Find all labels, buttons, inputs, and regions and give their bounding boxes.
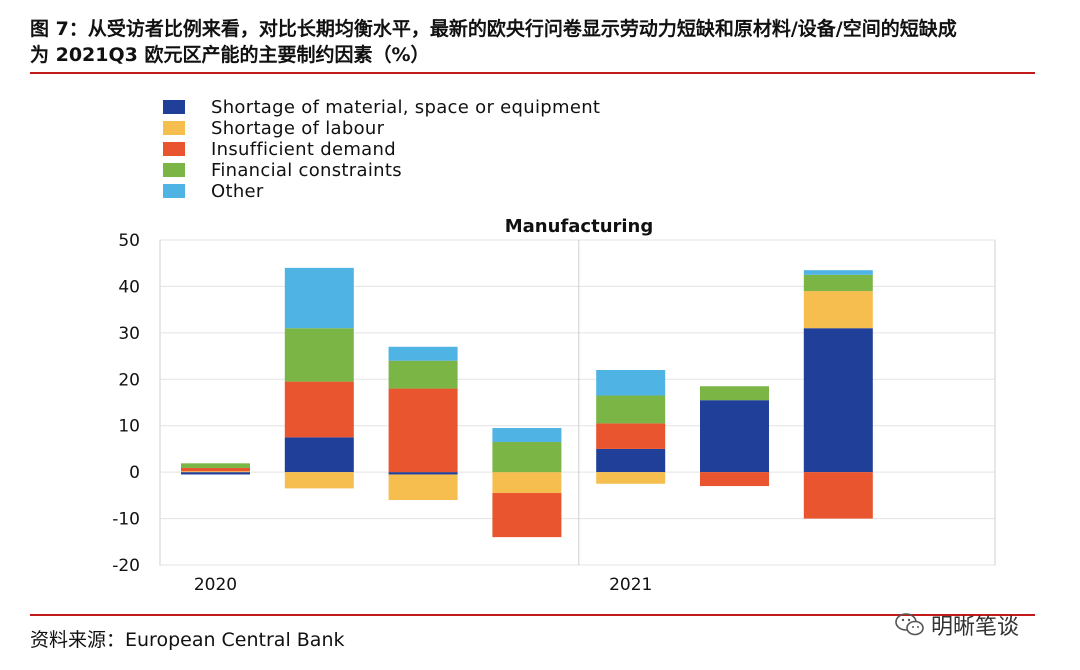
legend: Shortage of material, space or equipment…: [163, 97, 600, 202]
legend-swatch-financial-constraints: [163, 163, 185, 177]
bar-insufficient-demand-3: [388, 388, 458, 473]
legend-label-shortage-of-labour: Shortage of labour: [211, 118, 385, 139]
bar-shortage-of-material-space-or-equipment-1: [181, 472, 250, 475]
source-divider: [30, 614, 1035, 616]
chart-title: Manufacturing: [505, 216, 654, 237]
caption-divider: [30, 72, 1035, 74]
bar-shortage-of-material-space-or-equipment-6: [700, 400, 769, 473]
bar-other-7: [803, 270, 873, 275]
bar-insufficient-demand-2: [284, 381, 354, 438]
y-tick-label: -10: [112, 510, 140, 530]
bar-insufficient-demand-1: [181, 467, 250, 472]
bar-financial-constraints-5: [596, 395, 666, 424]
chart: Shortage of material, space or equipment…: [112, 97, 996, 595]
bar-financial-constraints-2: [284, 328, 354, 382]
legend-swatch-other: [163, 184, 185, 198]
legend-label-other: Other: [211, 181, 264, 202]
watermark-text: 明晰笔谈: [931, 615, 1020, 640]
bar-other-5: [596, 370, 666, 396]
y-tick-label: 40: [118, 277, 140, 297]
y-tick-label: 0: [129, 463, 140, 483]
bar-shortage-of-labour-4: [492, 472, 562, 494]
y-tick-label: -20: [112, 556, 140, 576]
legend-swatch-shortage-of-material-space-or-equipment: [163, 100, 185, 114]
bar-insufficient-demand-7: [803, 472, 873, 519]
bar-insufficient-demand-4: [492, 493, 562, 538]
bar-financial-constraints-7: [803, 274, 873, 292]
bar-insufficient-demand-6: [700, 472, 769, 487]
bar-insufficient-demand-5: [596, 423, 666, 449]
figure-caption: 图 7：从受访者比例来看，对比长期均衡水平，最新的欧央行问卷显示劳动力短缺和原材…: [30, 16, 1035, 68]
wechat-icon: [895, 613, 924, 636]
y-tick-label: 50: [118, 231, 140, 251]
bar-shortage-of-labour-3: [388, 474, 458, 500]
bar-other-4: [492, 428, 562, 442]
caption-line-1: 图 7：从受访者比例来看，对比长期均衡水平，最新的欧央行问卷显示劳动力短缺和原材…: [30, 18, 957, 40]
legend-label-financial-constraints: Financial constraints: [211, 160, 402, 181]
legend-label-insufficient-demand: Insufficient demand: [211, 139, 396, 160]
bar-financial-constraints-1: [181, 463, 250, 468]
bar-shortage-of-material-space-or-equipment-5: [596, 448, 666, 473]
plot-area: 50 40 30 20 10 0 -10 -20 2020 2021: [112, 231, 996, 595]
bar-shortage-of-labour-7: [803, 291, 873, 329]
bar-shortage-of-material-space-or-equipment-7: [803, 328, 873, 473]
bar-other-2: [284, 267, 354, 329]
x-tick-label-2021: 2021: [609, 575, 652, 595]
bar-shortage-of-material-space-or-equipment-3: [388, 472, 458, 475]
legend-swatch-shortage-of-labour: [163, 121, 185, 135]
watermark: 明晰笔谈: [895, 609, 1019, 641]
y-tick-label: 30: [118, 324, 140, 344]
caption-line-2: 为 2021Q3 欧元区产能的主要制约因素（%）: [30, 44, 430, 66]
source-note: 资料来源：European Central Bank: [30, 629, 345, 651]
bar-shortage-of-labour-1: [181, 471, 250, 473]
legend-swatch-insufficient-demand: [163, 142, 185, 156]
bar-other-3: [388, 346, 458, 361]
bar-financial-constraints-6: [700, 386, 769, 401]
x-tick-label-2020: 2020: [194, 575, 237, 595]
legend-label-shortage-of-material-space-or-equipment: Shortage of material, space or equipment: [211, 97, 600, 118]
bar-shortage-of-material-space-or-equipment-2: [284, 437, 354, 473]
bar-shortage-of-labour-5: [596, 472, 666, 484]
bar-shortage-of-labour-2: [284, 472, 354, 489]
bar-financial-constraints-3: [388, 360, 458, 389]
y-tick-label: 10: [118, 417, 140, 437]
y-tick-label: 20: [118, 370, 140, 390]
bar-financial-constraints-4: [492, 441, 562, 473]
